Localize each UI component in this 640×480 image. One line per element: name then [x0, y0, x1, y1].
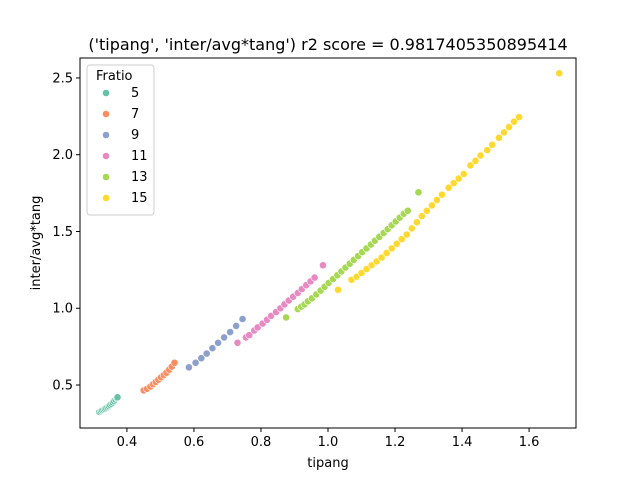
y-tick-label: 2.5: [52, 71, 73, 86]
data-point: [444, 183, 453, 192]
data-point: [197, 354, 206, 363]
data-point: [433, 196, 441, 204]
legend-label: 9: [131, 128, 139, 143]
data-point: [483, 146, 492, 155]
y-axis-label: inter/avg*tang: [29, 196, 44, 291]
data-point: [202, 349, 211, 358]
legend-marker: [102, 152, 110, 160]
legend-label: 7: [131, 107, 139, 122]
data-point: [170, 358, 179, 367]
data-point: [427, 201, 436, 210]
y-tick-label: 1.5: [52, 225, 73, 240]
legend-marker: [102, 173, 110, 181]
legend-marker: [102, 194, 110, 202]
points-layer: [95, 69, 564, 416]
data-point: [310, 273, 319, 282]
data-point: [414, 188, 423, 197]
data-point: [505, 123, 513, 131]
data-point: [488, 140, 497, 149]
legend-items: 5 7 9 11 13 15: [102, 86, 148, 206]
data-point: [113, 393, 122, 402]
data-point: [245, 331, 254, 340]
legend-label: 15: [131, 191, 148, 206]
data-point: [334, 285, 342, 294]
data-point: [471, 156, 480, 165]
x-tick-label: 1.4: [452, 435, 473, 450]
y-tick-label: 0.5: [52, 379, 73, 394]
data-point: [377, 253, 386, 262]
data-point: [208, 344, 217, 353]
chart-title: ('tipang', 'inter/avg*tang') r2 score = …: [88, 35, 567, 54]
data-point: [422, 206, 431, 215]
data-point: [392, 239, 401, 248]
data-point: [459, 170, 468, 178]
data-point: [191, 358, 200, 367]
x-tick-label: 0.4: [117, 435, 138, 450]
legend: Fratio 5 7 9 11 13 15: [86, 64, 155, 216]
data-point: [454, 174, 463, 183]
data-point: [495, 133, 503, 142]
data-point: [397, 235, 406, 244]
data-point: [407, 224, 416, 233]
x-tick-label: 0.8: [251, 435, 272, 450]
legend-marker: [102, 131, 110, 139]
data-point: [226, 328, 235, 336]
data-point: [382, 249, 391, 257]
x-tick-label: 1.6: [519, 435, 540, 450]
data-point: [417, 212, 426, 221]
y-axis-ticks: 0.5 1.0 1.5 2.0 2.5: [52, 71, 80, 394]
data-point: [500, 128, 508, 137]
data-point: [232, 321, 241, 330]
legend-marker: [102, 110, 110, 118]
x-tick-label: 1.2: [385, 435, 406, 450]
legend-title: Fratio: [96, 69, 133, 84]
legend-marker: [102, 89, 110, 97]
data-point: [319, 261, 327, 270]
x-axis-label: tipang: [307, 456, 348, 471]
data-point: [185, 363, 193, 372]
data-point: [238, 315, 247, 323]
data-point: [449, 179, 458, 188]
data-point: [515, 113, 523, 122]
x-tick-label: 1.0: [318, 435, 339, 450]
data-point: [510, 117, 518, 126]
y-tick-label: 1.0: [52, 302, 73, 317]
x-axis-ticks: 0.4 0.6 0.8 1.0 1.2 1.4 1.6: [117, 428, 540, 450]
legend-label: 5: [131, 86, 139, 101]
data-point: [402, 230, 411, 239]
data-point: [282, 313, 291, 322]
data-point: [466, 161, 475, 170]
data-point: [214, 338, 222, 347]
y-tick-label: 2.0: [52, 148, 73, 163]
legend-label: 13: [131, 170, 148, 185]
data-point: [403, 206, 412, 215]
data-point: [476, 151, 485, 160]
data-point: [412, 218, 421, 227]
x-tick-label: 0.6: [184, 435, 205, 450]
data-point: [220, 333, 229, 342]
data-point: [555, 69, 564, 78]
data-point: [387, 244, 396, 253]
legend-label: 11: [131, 149, 148, 164]
data-point: [233, 338, 242, 347]
data-point: [438, 190, 446, 199]
